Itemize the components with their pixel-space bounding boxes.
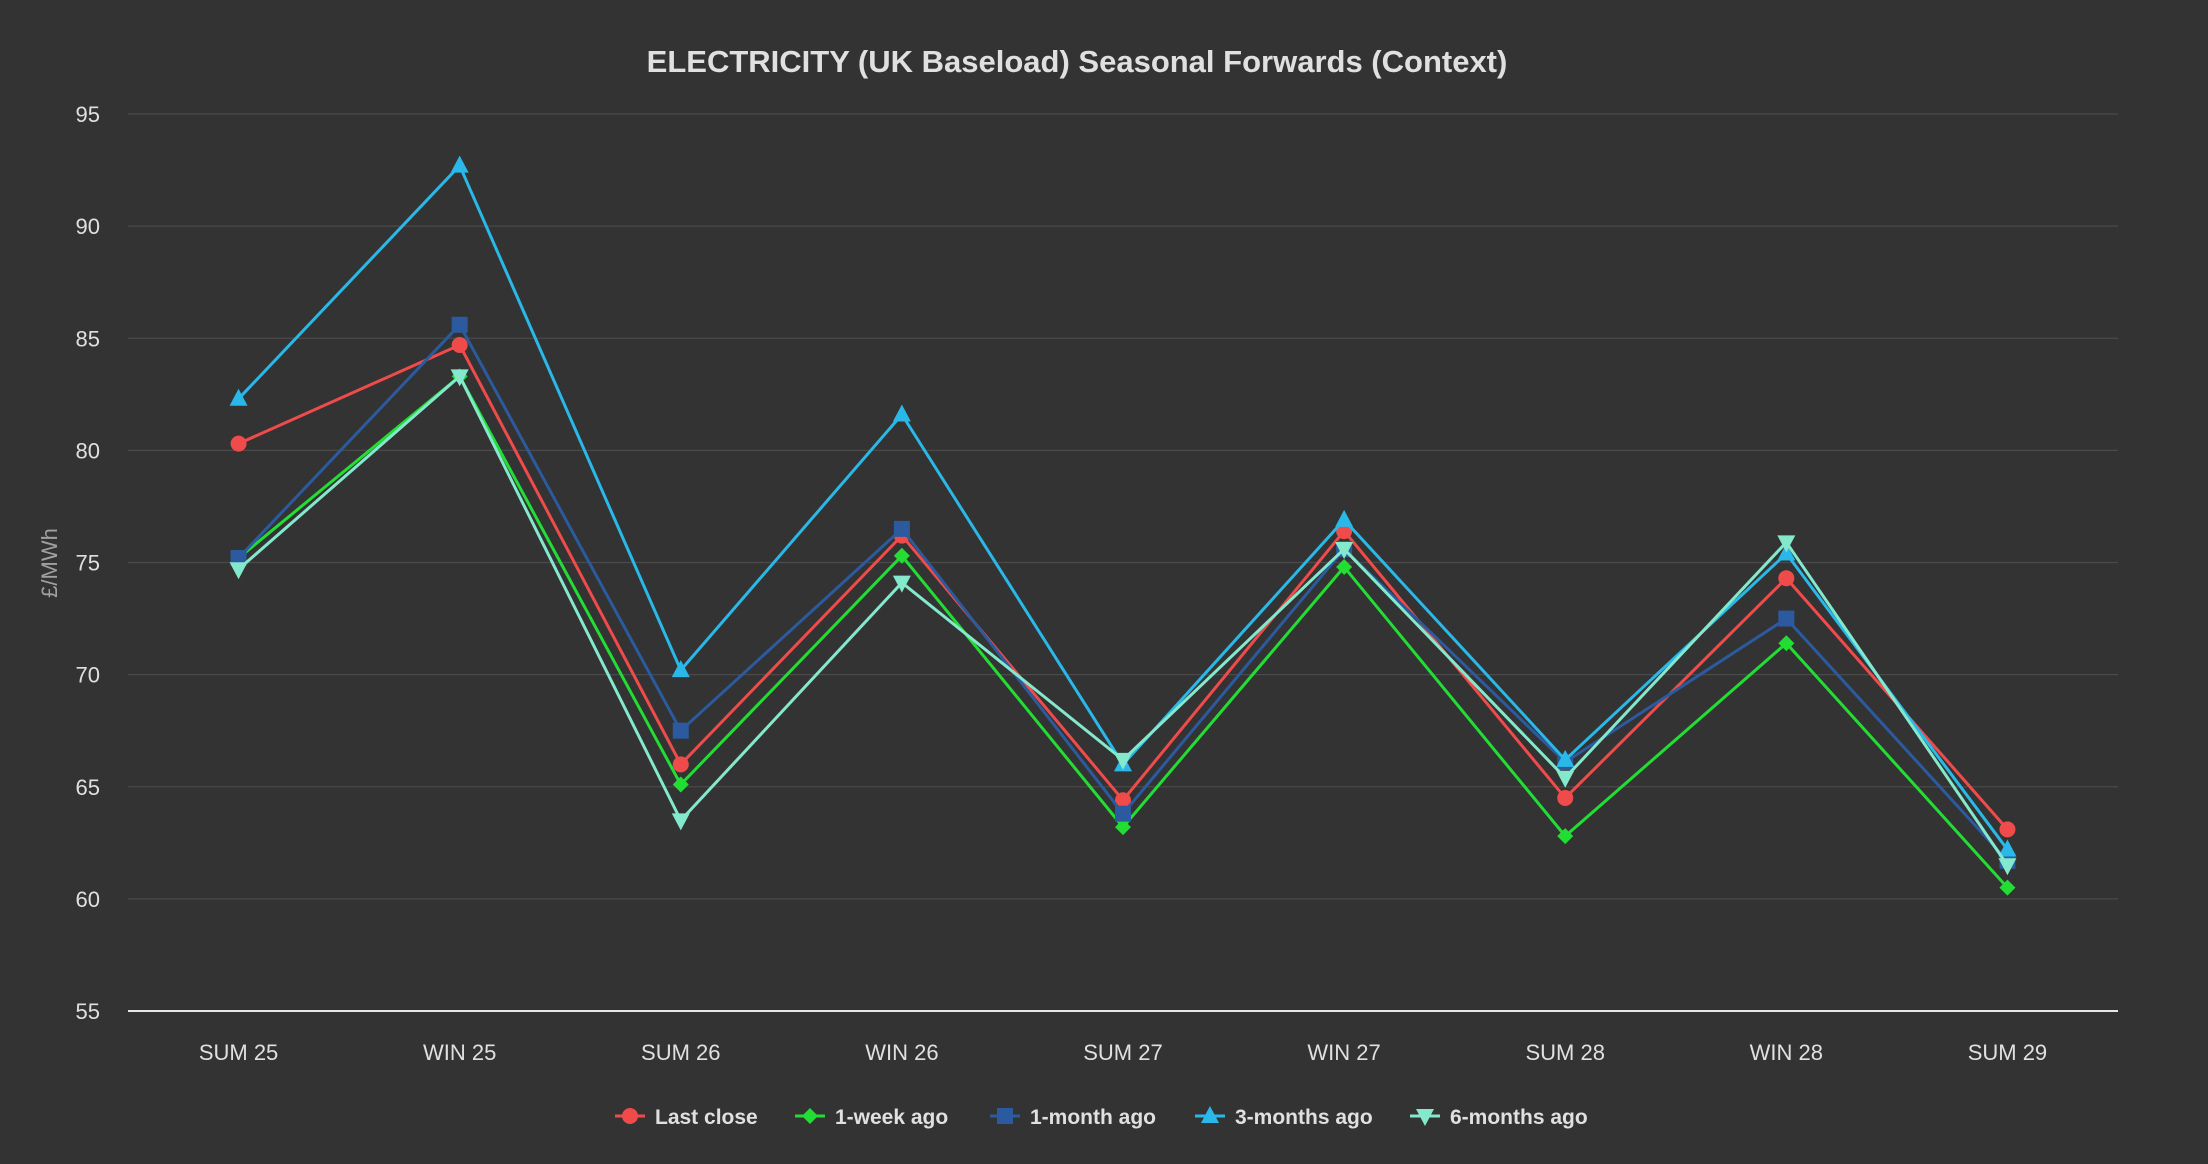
y-axis-label: £/MWh (37, 528, 62, 598)
y-tick-label: 55 (76, 999, 100, 1024)
x-tick-label: SUM 27 (1083, 1040, 1162, 1065)
series-last-close (230, 336, 2016, 838)
data-point (1778, 610, 1795, 627)
chart-title: ELECTRICITY (UK Baseload) Seasonal Forwa… (647, 44, 1508, 79)
data-point (1115, 819, 1131, 836)
data-point (1335, 509, 1354, 527)
data-point (230, 550, 247, 567)
data-point (1998, 839, 2017, 857)
data-point (1336, 523, 1353, 540)
data-point (1556, 749, 1575, 767)
legend-item[interactable]: 6-months ago (1410, 1106, 1588, 1129)
series-layer (229, 155, 2017, 896)
legend-label: 3-months ago (1235, 1106, 1373, 1129)
data-point (893, 547, 910, 564)
data-point (1336, 558, 1353, 575)
legend-label: 6-months ago (1450, 1106, 1588, 1129)
data-point (1115, 805, 1131, 822)
data-point (1998, 858, 2017, 876)
series-3-months-ago (229, 155, 2017, 857)
x-tick-label: SUM 29 (1968, 1040, 2047, 1065)
data-point (230, 435, 247, 452)
y-tick-label: 75 (76, 551, 100, 576)
data-point (671, 660, 690, 678)
data-point (672, 776, 689, 793)
y-tick-label: 80 (76, 438, 100, 463)
x-tick-label: SUM 26 (641, 1040, 720, 1065)
data-point (1114, 752, 1132, 770)
x-tick-label: SUM 25 (199, 1040, 278, 1065)
data-point (451, 316, 468, 333)
data-point (1778, 635, 1795, 652)
data-point (672, 756, 689, 773)
data-point (892, 404, 911, 422)
data-point (1999, 821, 2016, 838)
y-tick-label: 65 (76, 775, 100, 800)
series-1-month-ago (230, 316, 2016, 869)
data-point (671, 813, 690, 831)
data-point (450, 369, 469, 387)
y-tick-label: 70 (76, 663, 100, 688)
data-point (229, 562, 248, 580)
data-point (1778, 570, 1795, 587)
data-point (229, 388, 248, 406)
x-tick-label: WIN 28 (1750, 1040, 1823, 1065)
legend-marker (997, 1108, 1013, 1124)
y-tick-label: 60 (76, 887, 100, 912)
x-tick-label: WIN 26 (865, 1040, 938, 1065)
grid-lines (128, 113, 2118, 900)
x-tick-label: WIN 25 (423, 1040, 496, 1065)
data-point (1115, 792, 1131, 809)
x-tick-label: WIN 27 (1307, 1040, 1380, 1065)
legend-label: 1-month ago (1030, 1106, 1156, 1129)
legend-item[interactable]: 3-months ago (1195, 1106, 1373, 1129)
x-axis-ticks: SUM 25 WIN 25 SUM 26 WIN 26 SUM 27 WIN 27 SUM … (199, 1040, 2047, 1065)
data-point (1556, 770, 1575, 788)
data-point (1777, 535, 1796, 553)
series-line (237, 164, 2009, 851)
data-point (450, 155, 469, 173)
data-point (672, 722, 689, 739)
data-point (892, 575, 911, 593)
legend-item[interactable]: 1-month ago (990, 1106, 1156, 1129)
data-point (451, 336, 468, 353)
data-point (1557, 789, 1574, 806)
series-6-months-ago (229, 369, 2017, 876)
y-tick-label: 95 (76, 102, 100, 127)
legend-item[interactable]: Last close (615, 1106, 758, 1129)
data-point (1999, 879, 2016, 896)
legend-marker (1416, 1109, 1434, 1126)
legend-label: Last close (655, 1106, 758, 1129)
data-point (893, 520, 910, 537)
y-axis-ticks: 55 60 65 70 75 80 85 90 95 (76, 102, 100, 1024)
legend-marker (622, 1108, 638, 1124)
y-tick-label: 90 (76, 214, 100, 239)
legend-marker (802, 1108, 818, 1124)
legend-label: 1-week ago (835, 1106, 948, 1129)
y-tick-label: 85 (76, 326, 100, 351)
legend-marker (1201, 1106, 1219, 1123)
data-point (1557, 828, 1574, 845)
legend: Last close 1-week ago 1-month ago 3-months … (615, 1106, 1588, 1129)
legend-item[interactable]: 1-week ago (795, 1106, 948, 1129)
data-point (1335, 542, 1354, 560)
x-tick-label: SUM 28 (1525, 1040, 1604, 1065)
